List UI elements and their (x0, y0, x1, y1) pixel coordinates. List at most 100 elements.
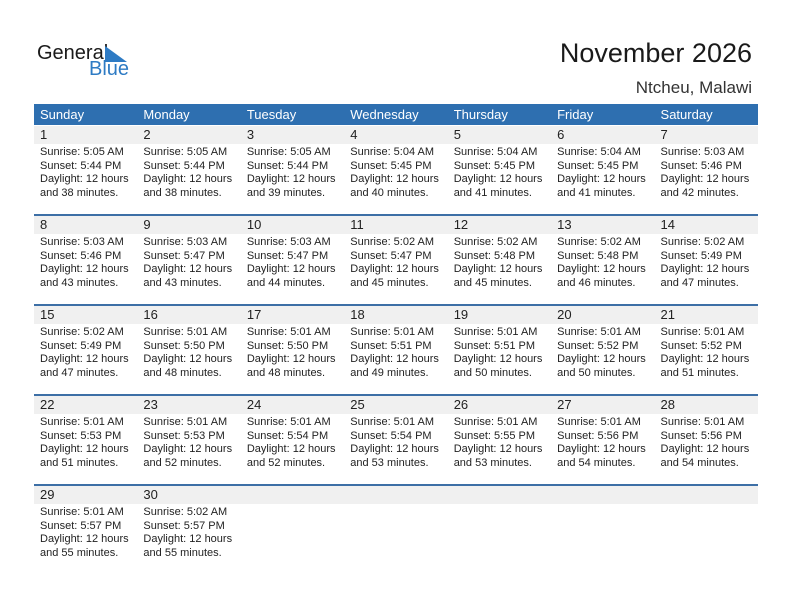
sunrise-text: Sunrise: 5:01 AM (453, 326, 538, 338)
daylight-text: Daylight: 12 hours (350, 353, 439, 366)
sunrise-text: Sunrise: 5:03 AM (143, 236, 228, 248)
minutes-text: and 47 minutes. (660, 276, 739, 289)
sunrise-text: Sunrise: 5:02 AM (350, 236, 435, 248)
sunrise-text: Sunrise: 5:05 AM (143, 146, 228, 158)
sunrise-text: Sunrise: 5:01 AM (246, 326, 331, 338)
sunset-text: Sunset: 5:57 PM (143, 519, 225, 532)
day-number: 19 (447, 306, 552, 324)
minutes-text: and 47 minutes. (40, 366, 119, 379)
day-cell: 6 Sunrise: 5:04 AM Sunset: 5:45 PM Daylight… (551, 126, 655, 216)
day-cell: 17 Sunrise: 5:01 AM Sunset: 5:50 PM Dayligh… (240, 306, 345, 396)
minutes-text: and 51 minutes. (660, 366, 739, 379)
day-cell: 22 Sunrise: 5:01 AM Sunset: 5:53 PM Dayligh… (34, 396, 138, 486)
sunset-text: Sunset: 5:53 PM (40, 429, 122, 442)
sunset-text: Sunset: 5:51 PM (453, 339, 536, 352)
logo-triangle-icon (105, 46, 127, 62)
daylight-text: Daylight: 12 hours (40, 443, 129, 456)
sunset-text: Sunset: 5:44 PM (143, 159, 225, 172)
sunset-text: Sunset: 5:44 PM (246, 159, 329, 172)
sunset-text: Sunset: 5:47 PM (350, 249, 432, 262)
day-number: 13 (551, 216, 655, 234)
day-number: 23 (137, 396, 241, 414)
daylight-text: Daylight: 12 hours (246, 443, 336, 456)
sunrise-text: Sunrise: 5:01 AM (143, 326, 228, 338)
day-number: 21 (654, 306, 758, 324)
sunrise-text: Sunrise: 5:02 AM (40, 326, 124, 338)
minutes-text: and 52 minutes. (246, 456, 326, 469)
minutes-text: and 51 minutes. (40, 456, 119, 469)
day-number: 16 (137, 306, 241, 324)
day-number: 10 (240, 216, 345, 234)
day-cell: 10 Sunrise: 5:03 AM Sunset: 5:47 PM Dayligh… (240, 216, 345, 306)
day-number: 7 (654, 126, 758, 144)
day-cell: 3 Sunrise: 5:05 AM Sunset: 5:44 PM Daylight… (240, 126, 345, 216)
minutes-text: and 50 minutes. (557, 366, 636, 379)
sunrise-text: Sunrise: 5:03 AM (246, 236, 331, 248)
day-number: 12 (447, 216, 552, 234)
sunset-text: Sunset: 5:47 PM (246, 249, 329, 262)
daylight-text: Daylight: 12 hours (453, 173, 543, 186)
day-number: 8 (34, 216, 138, 234)
day-cell: 21 Sunrise: 5:01 AM Sunset: 5:52 PM Dayligh… (654, 306, 758, 396)
day-cell: 8 Sunrise: 5:03 AM Sunset: 5:46 PM Daylight… (34, 216, 138, 306)
daylight-text: Daylight: 12 hours (40, 173, 129, 186)
daylight-text: Daylight: 12 hours (453, 263, 543, 276)
day-number: 14 (654, 216, 758, 234)
day-number: 3 (240, 126, 345, 144)
day-cell: 9 Sunrise: 5:03 AM Sunset: 5:47 PM Daylight… (137, 216, 241, 306)
daylight-text: Daylight: 12 hours (246, 353, 336, 366)
day-number: 4 (344, 126, 448, 144)
minutes-text: and 53 minutes. (453, 456, 532, 469)
day-cell: 27 Sunrise: 5:01 AM Sunset: 5:56 PM Dayligh… (551, 396, 655, 486)
minutes-text: and 45 minutes. (350, 276, 429, 289)
day-cell: 14 Sunrise: 5:02 AM Sunset: 5:49 PM Dayligh… (654, 216, 758, 306)
week-row: 29 Sunrise: 5:01 AM Sunset: 5:57 PM Dayligh… (34, 484, 758, 576)
weekday-friday: Friday (557, 107, 594, 122)
sunset-text: Sunset: 5:54 PM (246, 429, 329, 442)
day-number: 1 (34, 126, 138, 144)
day-number: 15 (34, 306, 138, 324)
minutes-text: and 50 minutes. (453, 366, 532, 379)
sunrise-text: Sunrise: 5:01 AM (350, 416, 435, 428)
daylight-text: Daylight: 12 hours (143, 173, 233, 186)
week-row: 22 Sunrise: 5:01 AM Sunset: 5:53 PM Dayligh… (34, 394, 758, 486)
day-number: 5 (447, 126, 552, 144)
day-number: 22 (34, 396, 138, 414)
minutes-text: and 48 minutes. (143, 366, 222, 379)
weekday-saturday: Saturday (660, 107, 713, 122)
daylight-text: Daylight: 12 hours (143, 443, 233, 456)
sunset-text: Sunset: 5:46 PM (660, 159, 742, 172)
sunset-text: Sunset: 5:56 PM (660, 429, 742, 442)
day-cell: 19 Sunrise: 5:01 AM Sunset: 5:51 PM Dayligh… (447, 306, 552, 396)
day-number: 25 (344, 396, 448, 414)
sunrise-text: Sunrise: 5:01 AM (143, 416, 228, 428)
day-cell: 24 Sunrise: 5:01 AM Sunset: 5:54 PM Dayligh… (240, 396, 345, 486)
minutes-text: and 55 minutes. (143, 546, 222, 559)
sunrise-text: Sunrise: 5:03 AM (660, 146, 745, 158)
weekday-tuesday: Tuesday (246, 107, 297, 122)
sunrise-text: Sunrise: 5:01 AM (453, 416, 538, 428)
daylight-text: Daylight: 12 hours (246, 173, 336, 186)
sunrise-text: Sunrise: 5:01 AM (557, 416, 641, 428)
minutes-text: and 38 minutes. (40, 186, 119, 199)
sunrise-text: Sunrise: 5:02 AM (660, 236, 745, 248)
day-cell: 12 Sunrise: 5:02 AM Sunset: 5:48 PM Dayligh… (447, 216, 552, 306)
sunset-text: Sunset: 5:44 PM (40, 159, 122, 172)
day-number: 26 (447, 396, 552, 414)
daylight-text: Daylight: 12 hours (350, 173, 439, 186)
minutes-text: and 44 minutes. (246, 276, 326, 289)
weekday-wednesday: Wednesday (350, 107, 419, 122)
sunrise-text: Sunrise: 5:01 AM (350, 326, 435, 338)
daylight-text: Daylight: 12 hours (143, 533, 233, 546)
minutes-text: and 52 minutes. (143, 456, 222, 469)
sunset-text: Sunset: 5:52 PM (557, 339, 639, 352)
daylight-text: Daylight: 12 hours (40, 263, 129, 276)
day-cell: 28 Sunrise: 5:01 AM Sunset: 5:56 PM Dayligh… (654, 396, 758, 486)
page-title: November 2026 (559, 38, 752, 68)
week-row: 15 Sunrise: 5:02 AM Sunset: 5:49 PM Dayligh… (34, 304, 758, 396)
day-number: 20 (551, 306, 655, 324)
day-number: 6 (551, 126, 655, 144)
sunrise-text: Sunrise: 5:01 AM (40, 416, 124, 428)
sunset-text: Sunset: 5:57 PM (40, 519, 122, 532)
